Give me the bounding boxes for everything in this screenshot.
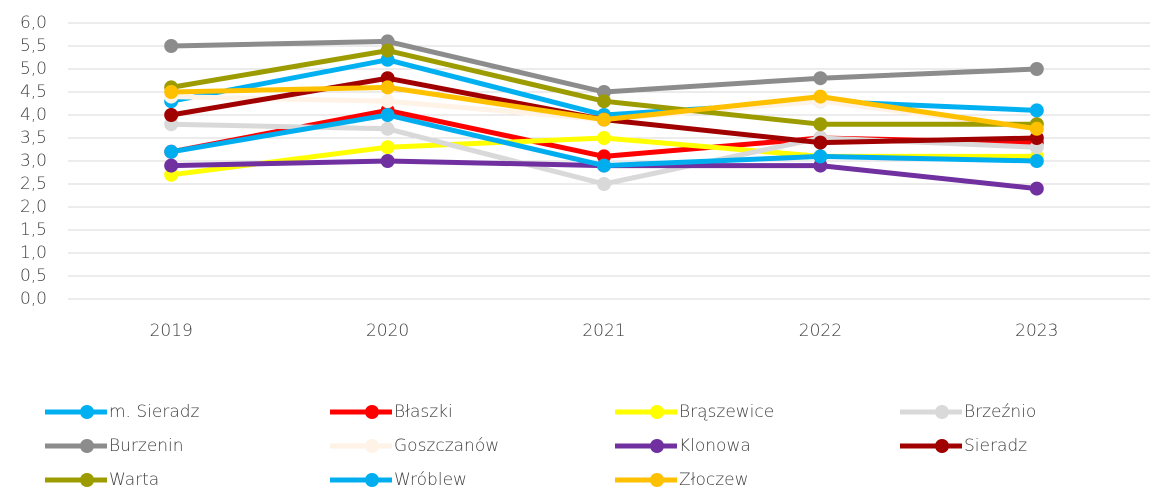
data-point	[380, 140, 395, 155]
legend-marker	[650, 439, 664, 453]
x-tick-label: 2019	[150, 321, 193, 341]
y-tick-label: 3,0	[20, 151, 47, 171]
y-tick-label: 4,5	[20, 82, 47, 102]
data-point	[164, 158, 179, 173]
legend-label: m. Sieradz	[109, 402, 200, 422]
data-point	[597, 112, 611, 127]
legend-label: Wróblew	[394, 470, 467, 490]
data-point	[380, 154, 395, 168]
y-tick-label: 4,0	[20, 105, 47, 125]
legend-label: Brzeźnio	[964, 402, 1036, 422]
data-point	[597, 131, 611, 145]
data-point	[1029, 154, 1044, 168]
legend-label: Sieradz	[964, 436, 1027, 456]
data-point	[1029, 181, 1044, 196]
y-tick-label: 2,0	[20, 197, 47, 217]
data-point	[813, 149, 828, 164]
y-tick-label: 1,5	[20, 220, 47, 240]
legend-marker	[80, 473, 94, 487]
data-point	[380, 108, 395, 122]
y-tick-label: 0,5	[20, 266, 47, 286]
data-point	[164, 39, 179, 53]
y-tick-label: 0,0	[20, 289, 47, 309]
data-point	[380, 43, 395, 58]
data-point	[597, 94, 611, 109]
legend-label: Złoczew	[679, 470, 749, 490]
data-point	[813, 71, 828, 86]
data-point	[813, 117, 828, 132]
legend-marker	[80, 439, 94, 453]
y-tick-label: 5,0	[20, 59, 47, 79]
legend-label: Błaszki	[394, 402, 453, 422]
data-point	[380, 121, 395, 136]
legend-marker	[650, 405, 664, 419]
legend-label: Warta	[109, 470, 159, 490]
data-point	[813, 135, 828, 150]
legend-label: Goszczanów	[394, 436, 499, 456]
x-tick-label: 2020	[366, 321, 409, 341]
y-tick-label: 5,5	[20, 36, 47, 56]
data-point	[1029, 121, 1044, 136]
data-point	[597, 177, 611, 191]
legend-marker	[365, 473, 379, 487]
data-point	[164, 144, 179, 159]
x-tick-label: 2022	[799, 321, 842, 341]
legend-label: Brąszewice	[679, 402, 774, 422]
y-tick-label: 3,5	[20, 128, 47, 148]
data-point	[597, 158, 611, 173]
data-point	[164, 108, 179, 122]
data-point	[1029, 103, 1044, 118]
legend-marker	[650, 473, 664, 487]
x-tick-label: 2023	[1015, 321, 1058, 341]
data-point	[164, 85, 179, 99]
x-tick-label: 2021	[582, 321, 625, 341]
legend-marker	[365, 405, 379, 419]
y-tick-label: 1,0	[20, 243, 47, 263]
legend-label: Klonowa	[679, 436, 751, 456]
data-point	[813, 89, 828, 104]
data-point	[1029, 62, 1044, 76]
legend-marker	[80, 405, 94, 419]
y-tick-label: 2,5	[20, 174, 47, 194]
legend-marker	[365, 439, 379, 453]
data-point	[380, 94, 395, 109]
legend-label: Burzenin	[109, 436, 184, 456]
y-tick-label: 6,0	[20, 13, 47, 33]
legend-marker	[935, 439, 949, 453]
data-point	[380, 80, 395, 95]
legend-marker	[935, 405, 949, 419]
